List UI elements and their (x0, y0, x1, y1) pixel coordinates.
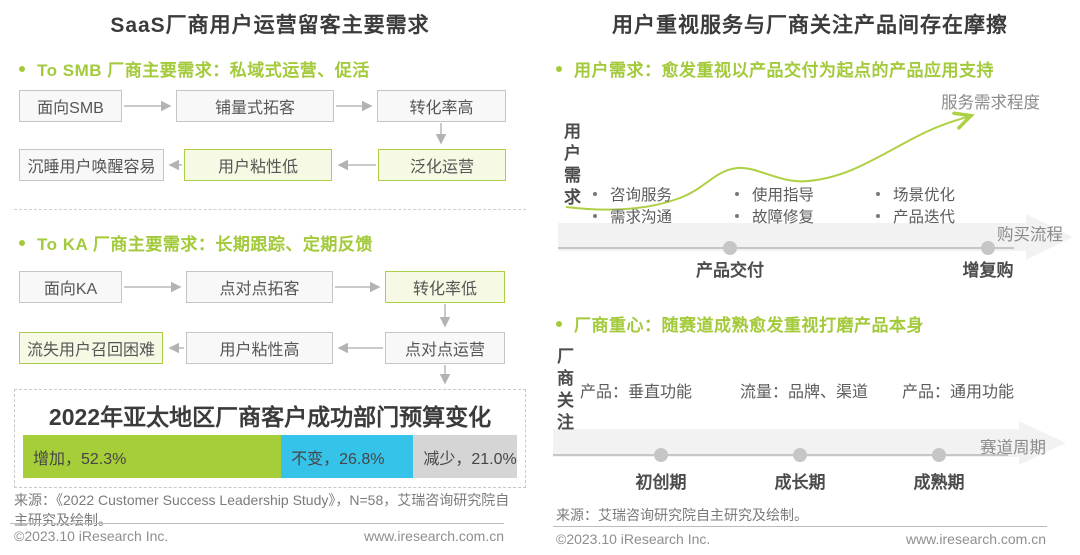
bullet-dot-icon (19, 65, 25, 72)
timeline-dot (654, 448, 668, 462)
flow-box-smb: 面向SMB (19, 90, 122, 122)
website-text: www.iresearch.com.cn (363, 528, 504, 544)
budget-stacked-bar: 增加，52.3% 不变，26.8% 减少，21.0% (23, 435, 517, 478)
need-item: 使用指导 (735, 183, 814, 205)
need-item-label: 需求沟通 (610, 209, 673, 226)
flow-box-ka: 用户粘性高 (186, 332, 333, 364)
flow-box-ka: 面向KA (19, 271, 122, 303)
need-list-optimize: 场景优化 产品迭代 (876, 183, 955, 227)
bar-segment-label: 不变，26.8% (291, 450, 385, 468)
footer-rule (553, 526, 1047, 527)
flow-box-smb: 沉睡用户唤醒容易 (19, 149, 164, 181)
bar-segment-label: 减少，21.0% (423, 450, 517, 468)
right-column-title: 用户重视服务与厂商关注产品间存在摩擦 (612, 14, 1008, 37)
copyright-text: ©2023.10 iResearch Inc. (556, 531, 711, 547)
need-item: 产品迭代 (876, 205, 955, 227)
timeline-dot (981, 241, 995, 255)
vendor-focus-heading-label: 厂商重心：随赛道成熟愈发重视打磨产品本身 (574, 316, 924, 335)
need-item: 需求沟通 (593, 205, 672, 227)
focus-item-generic: 产品：通用功能 (902, 384, 1015, 401)
copyright-text: ©2023.10 iResearch Inc. (14, 528, 169, 544)
section-divider (14, 209, 526, 210)
need-list-usage: 使用指导 故障修复 (735, 183, 814, 227)
timeline-dot (932, 448, 946, 462)
smb-heading: To SMB 厂商主要需求：私域式运营、促活 (19, 56, 370, 81)
need-item: 场景优化 (876, 183, 955, 205)
service-need-curve-arrow (565, 111, 975, 211)
bullet-dot-icon (876, 192, 880, 196)
flow-box-smb-highlight: 泛化运营 (378, 149, 506, 181)
bar-segment-label: 增加，52.3% (33, 450, 127, 468)
need-item-label: 故障修复 (752, 209, 815, 226)
bullet-dot-icon (735, 192, 739, 196)
stage-label-startup: 初创期 (635, 473, 687, 492)
timeline-dot (793, 448, 807, 462)
need-item-label: 使用指导 (752, 187, 815, 204)
focus-item-vertical: 产品：垂直功能 (580, 384, 693, 401)
flow-box-smb: 转化率高 (377, 90, 506, 122)
user-need-heading-label: 用户需求：愈发重视以产品交付为起点的产品应用支持 (574, 61, 994, 80)
flow-box-ka: 点对点运营 (385, 332, 505, 364)
website-text: www.iresearch.com.cn (905, 531, 1046, 547)
flow-box-ka-highlight: 转化率低 (385, 271, 505, 303)
left-column-title: SaaS厂商用户运营留客主要需求 (110, 14, 430, 37)
purchase-flow-axis-label: 购买流程 (997, 226, 1063, 244)
stage-label-mature: 成熟期 (913, 473, 965, 492)
track-cycle-axis-label: 赛道周期 (980, 439, 1046, 457)
user-need-axis-label: 用户需求 (561, 122, 580, 210)
bullet-dot-icon (593, 192, 597, 196)
focus-item-traffic: 流量：品牌、渠道 (740, 384, 869, 401)
vendor-focus-heading: 厂商重心：随赛道成熟愈发重视打磨产品本身 (556, 311, 924, 336)
stage-label-repurchase: 增复购 (962, 261, 1014, 280)
need-list-delivery: 咨询服务 需求沟通 (593, 183, 672, 227)
bullet-dot-icon (19, 239, 25, 246)
bullet-dot-icon (556, 65, 562, 72)
footer-rule (10, 523, 504, 524)
bullet-dot-icon (735, 214, 739, 218)
flow-box-smb-highlight: 用户粘性低 (184, 149, 332, 181)
budget-chart-title: 2022年亚太地区厂商客户成功部门预算变化 (48, 404, 492, 430)
flow-box-ka-highlight: 流失用户召回困难 (19, 332, 163, 364)
need-item-label: 产品迭代 (893, 209, 956, 226)
left-footer: ©2023.10 iResearch Inc. www.iresearch.co… (14, 528, 504, 544)
bar-segment-unchanged: 不变，26.8% (281, 435, 414, 478)
smb-heading-label: To SMB 厂商主要需求：私域式运营、促活 (37, 61, 370, 80)
right-footer: ©2023.10 iResearch Inc. www.iresearch.co… (556, 531, 1046, 547)
bullet-dot-icon (593, 214, 597, 218)
bullet-dot-icon (876, 214, 880, 218)
need-item-label: 场景优化 (893, 187, 956, 204)
flow-box-smb: 铺量式拓客 (176, 90, 334, 122)
flow-box-ka: 点对点拓客 (186, 271, 333, 303)
vendor-focus-axis-label: 厂商关注 (554, 347, 573, 435)
stage-label-delivery: 产品交付 (696, 261, 764, 280)
need-item: 咨询服务 (593, 183, 672, 205)
timeline-dot (723, 241, 737, 255)
budget-change-panel: 2022年亚太地区厂商客户成功部门预算变化 增加，52.3% 不变，26.8% … (14, 389, 526, 488)
bullet-dot-icon (556, 320, 562, 327)
left-source-note: 来源：《2022 Customer Success Leadership Stu… (14, 492, 510, 528)
service-need-axis-label: 服务需求程度 (941, 94, 1040, 112)
bar-segment-increase: 增加，52.3% (23, 435, 282, 478)
need-item: 故障修复 (735, 205, 814, 227)
ka-heading: To KA 厂商主要需求：长期跟踪、定期反馈 (19, 230, 373, 255)
stage-label-growth: 成长期 (774, 473, 826, 492)
bar-segment-decrease: 减少，21.0% (413, 435, 517, 478)
ka-heading-label: To KA 厂商主要需求：长期跟踪、定期反馈 (37, 235, 373, 254)
need-item-label: 咨询服务 (610, 187, 673, 204)
user-need-heading: 用户需求：愈发重视以产品交付为起点的产品应用支持 (556, 56, 994, 81)
right-source-note: 来源：艾瑞咨询研究院自主研究及绘制。 (556, 507, 808, 523)
